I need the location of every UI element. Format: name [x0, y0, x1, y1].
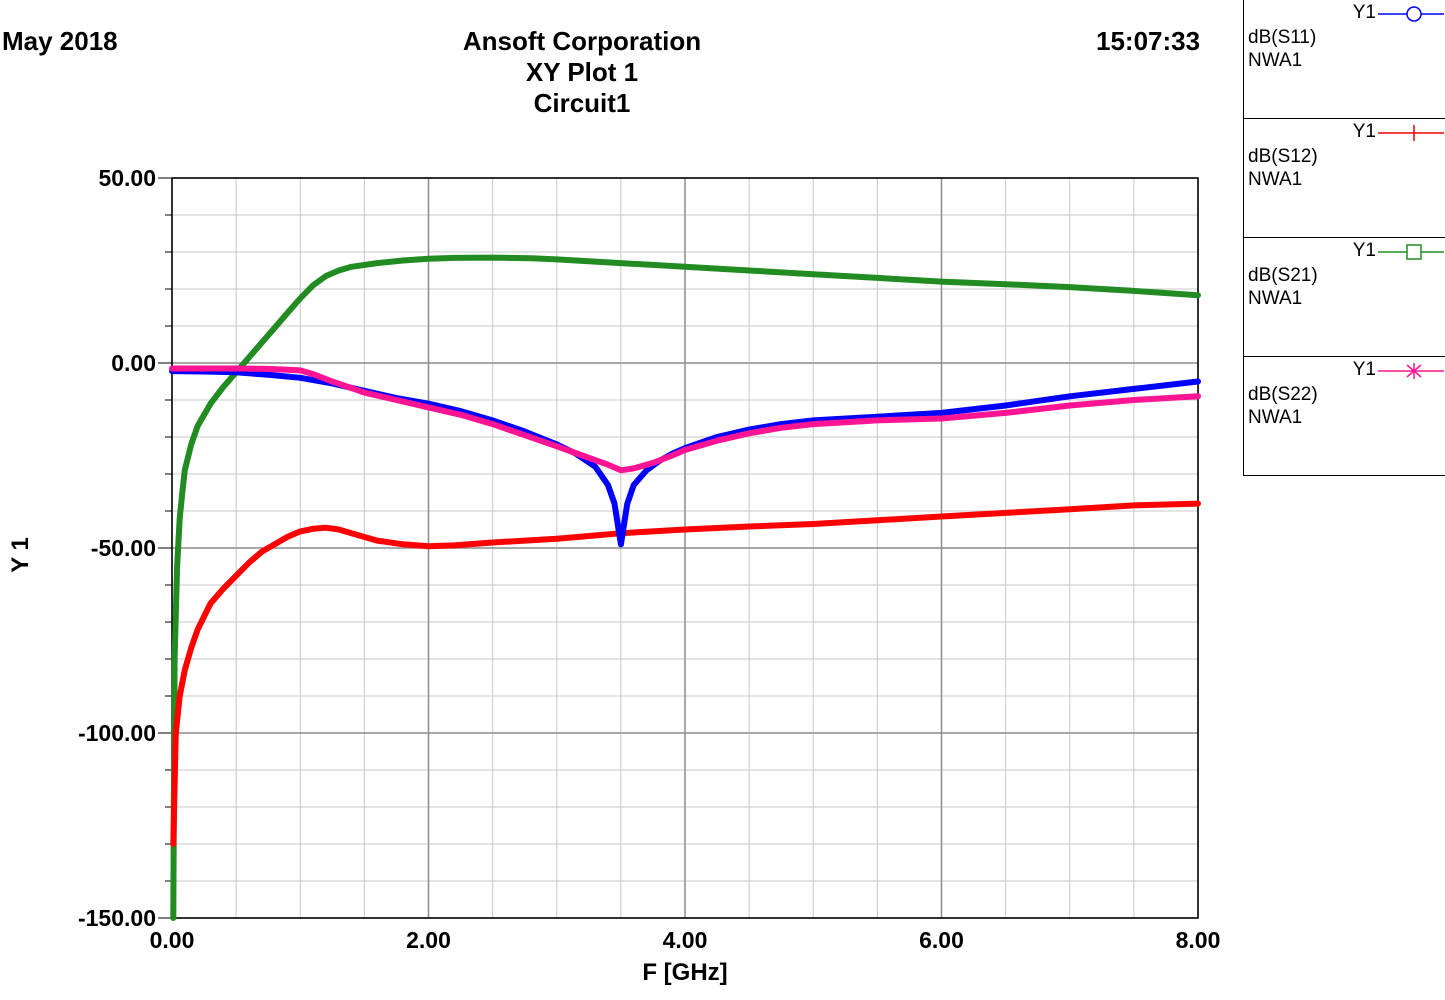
square-marker-icon: [1378, 244, 1444, 260]
legend-axis-label: Y1: [1352, 359, 1376, 380]
x-tick-label: 0.00: [150, 927, 195, 953]
y-axis-label: Y 1: [7, 537, 34, 573]
legend-entry: Y1 dB(S22) NWA1: [1244, 357, 1445, 476]
legend-entry: Y1 dB(S12) NWA1: [1244, 119, 1445, 238]
legend-entry: Y1 dB(S11) NWA1: [1244, 0, 1445, 119]
star-marker-icon: [1378, 363, 1444, 379]
legend-series-name: dB(S11): [1248, 27, 1317, 48]
x-tick-label: 8.00: [1176, 927, 1221, 953]
y-tick-label: -150.00: [78, 905, 156, 931]
header-circuit: Circuit1: [533, 88, 631, 118]
x-tick-label: 2.00: [406, 927, 451, 953]
plot-title: XY Plot 1: [525, 57, 639, 87]
xy-plot: 50.000.00-50.00-100.00-150.000.00 2.00 4.0…: [7, 165, 1221, 986]
series-line-dbs21: [170, 254, 1201, 921]
plus-marker-icon: [1378, 125, 1444, 141]
legend-axis-label: Y1: [1352, 2, 1376, 23]
series-line-dbs22: [169, 365, 1201, 474]
legend-series-name: dB(S22): [1248, 384, 1318, 405]
legend-entry: Y1 dB(S21) NWA1: [1244, 238, 1445, 357]
y-tick-label: -100.00: [78, 720, 156, 746]
series-line-dbs12: [170, 500, 1201, 847]
y-tick-label: 50.00: [98, 165, 156, 191]
legend: Y1 dB(S11) NWA1 Y1 dB(S12) NWA1 Y1 dB(S21) NWA1 Y…: [1243, 0, 1445, 476]
header-date: May 2018: [2, 26, 118, 56]
circle-marker-icon: [1378, 6, 1444, 22]
x-tick-label: 4.00: [663, 927, 708, 953]
legend-series-name: dB(S21): [1248, 265, 1318, 286]
header-company: Ansoft Corporation: [462, 26, 702, 56]
legend-axis-label: Y1: [1352, 121, 1376, 142]
legend-series-name: dB(S12): [1248, 146, 1318, 167]
y-tick-label: -50.00: [91, 535, 156, 561]
y-tick-label: 0.00: [111, 350, 156, 376]
legend-series-source: NWA1: [1248, 288, 1303, 309]
legend-axis-label: Y1: [1352, 240, 1376, 261]
header-time: 15:07:33: [1096, 26, 1201, 56]
legend-series-source: NWA1: [1248, 50, 1303, 71]
x-axis-label: F [GHz]: [642, 959, 727, 986]
x-tick-label: 6.00: [919, 927, 964, 953]
legend-series-source: NWA1: [1248, 407, 1303, 428]
legend-series-source: NWA1: [1248, 169, 1303, 190]
